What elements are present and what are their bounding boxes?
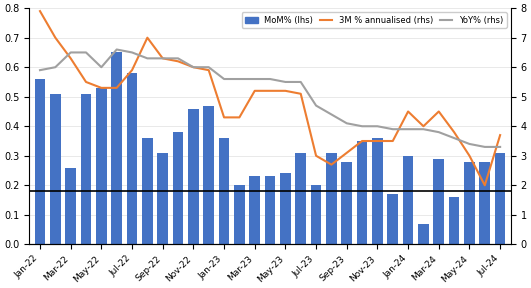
Bar — [157, 153, 168, 244]
Bar — [341, 162, 352, 244]
Bar — [234, 185, 245, 244]
Bar — [188, 109, 199, 244]
Bar — [402, 156, 414, 244]
Bar — [295, 153, 306, 244]
Bar — [219, 138, 229, 244]
Bar — [35, 79, 45, 244]
Bar — [81, 94, 91, 244]
Bar — [449, 197, 459, 244]
Bar — [357, 141, 367, 244]
Bar — [433, 159, 444, 244]
Bar — [250, 177, 260, 244]
Bar — [388, 194, 398, 244]
Bar — [142, 138, 153, 244]
Bar — [280, 173, 291, 244]
Bar — [372, 138, 383, 244]
Bar — [264, 177, 276, 244]
Bar — [50, 94, 61, 244]
Bar — [464, 162, 475, 244]
Bar — [173, 132, 183, 244]
Legend: MoM% (lhs), 3M % annualised (rhs), YoY% (rhs): MoM% (lhs), 3M % annualised (rhs), YoY% … — [242, 12, 507, 28]
Bar — [311, 185, 321, 244]
Bar — [203, 106, 214, 244]
Bar — [127, 73, 138, 244]
Bar — [326, 153, 337, 244]
Bar — [112, 52, 122, 244]
Bar — [418, 224, 429, 244]
Bar — [495, 153, 506, 244]
Bar — [96, 88, 107, 244]
Bar — [479, 162, 490, 244]
Bar — [65, 168, 76, 244]
